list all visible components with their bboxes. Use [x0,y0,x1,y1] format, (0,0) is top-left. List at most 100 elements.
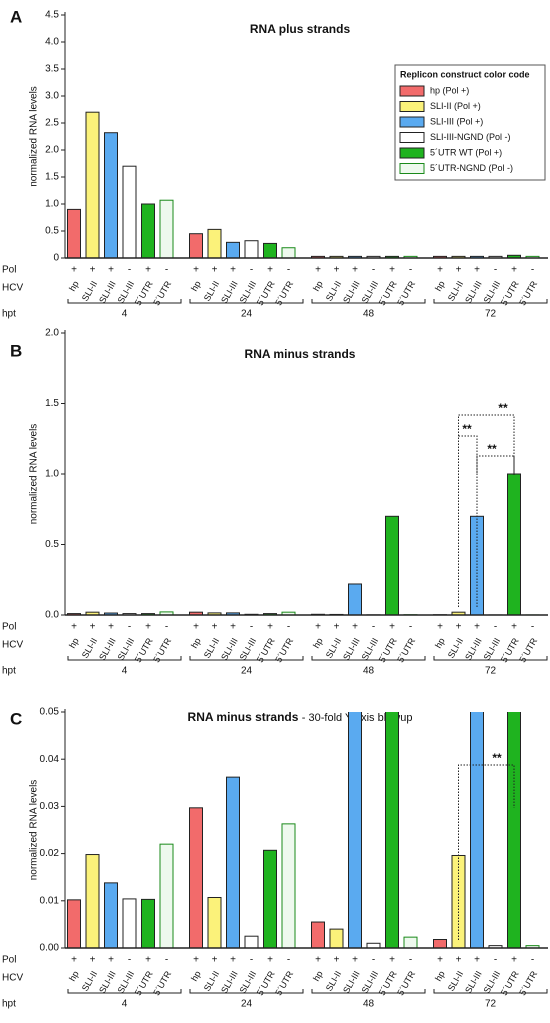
significance-label: ** [462,422,472,436]
legend-label: 5´UTR WT (Pol +) [430,147,502,157]
pol-label: + [511,622,517,633]
pol-label: - [128,955,131,966]
hcv-label: SLI-III [219,636,240,662]
y-tick-label: 2.5 [45,118,59,129]
pol-label: + [71,955,77,966]
pol-label: + [352,265,358,276]
row-title: Pol [2,955,16,966]
pol-label: + [230,955,236,966]
y-tick-label: 0.03 [40,801,60,812]
legend-label: SLI-III (Pol +) [430,116,483,126]
pol-label: + [437,622,443,633]
group-label: 4 [122,666,128,677]
hcv-label: SLI-III [97,969,118,995]
pol-label: + [71,622,77,633]
hcv-label: hp [67,279,81,293]
legend-swatch [399,101,425,112]
group-label: 48 [363,999,375,1010]
hcv-label: SLI-II [324,636,343,660]
bar [226,776,240,949]
hcv-label: SLI-III [463,636,484,662]
bar [207,228,222,259]
hcv-label: hp [311,969,325,983]
group-label: 4 [122,999,128,1010]
bar [329,928,344,949]
pol-label: - [250,955,253,966]
pol-label: - [494,955,497,966]
pol-label: + [511,955,517,966]
pol-label: - [531,265,534,276]
bar [311,921,325,949]
legend-swatch [399,85,425,97]
pol-label: - [531,622,534,633]
title-text: RNA minus strands [245,347,356,361]
hcv-label: SLI-II [202,969,221,993]
hcv-label: SLI-III [97,636,118,662]
y-tick-label: 3.0 [45,91,59,102]
pol-label: + [389,265,395,276]
bar [226,241,240,259]
bar [244,240,259,259]
pol-label: + [334,622,340,633]
pol-label: - [250,265,253,276]
y-tick-label: 1.5 [45,398,59,409]
y-axis-label: normalized RNA levels [29,424,40,525]
y-tick-label: 0.04 [40,754,60,765]
pol-label: + [352,955,358,966]
hcv-label: SLI-II [80,969,99,993]
group-label: 24 [241,999,253,1010]
bar [244,935,259,949]
row-title: hpt [2,666,16,677]
group-label: 72 [485,309,497,320]
y-axis-label: normalized RNA levels [29,780,40,881]
pol-label: + [474,622,480,633]
hcv-label: hp [433,969,447,983]
bar [281,823,296,949]
pol-label: + [456,622,462,633]
chart-title: RNA minus strands - 30-fold Y-axis blowu… [188,710,413,724]
hcv-label: SLI-II [80,279,99,303]
legend-swatch [399,147,425,159]
y-tick-label: 2.0 [45,328,59,339]
group-bracket [311,989,426,994]
group-bracket [311,656,426,661]
pol-label: + [267,955,273,966]
group-bracket [433,299,548,304]
row-title: Pol [2,622,16,633]
pol-label: + [474,265,480,276]
bar [451,854,466,949]
hcv-label: SLI-II [446,279,465,303]
y-tick-label: 3.5 [45,64,59,75]
hcv-label: SLI-II [324,279,343,303]
bar [85,111,100,259]
pol-label: + [193,955,199,966]
bar [433,939,447,949]
pol-label: + [212,955,218,966]
hcv-label: SLI-II [80,636,99,660]
pol-label: - [165,955,168,966]
row-title: HCV [2,283,23,294]
pol-label: - [128,622,131,633]
hcv-label: SLI-II [202,636,221,660]
pol-label: + [267,265,273,276]
pol-label: + [90,622,96,633]
y-tick-label: 0.00 [40,943,60,954]
y-tick-label: 0.02 [40,848,60,859]
pol-label: + [145,955,151,966]
pol-label: + [511,265,517,276]
significance-label: ** [492,751,502,765]
hcv-label: hp [433,279,447,293]
legend-title: Replicon construct color code [400,69,530,79]
pol-label: + [71,265,77,276]
group-label: 24 [241,309,253,320]
pol-label: + [437,265,443,276]
y-tick-label: 4.0 [45,37,59,48]
hcv-label: hp [433,636,447,650]
row-title: HCV [2,973,23,984]
group-label: 24 [241,666,253,677]
bar [67,899,81,949]
bar [385,515,399,616]
hcv-label: SLI-III [463,969,484,995]
group-label: 48 [363,309,375,320]
hcv-label: SLI-II [446,969,465,993]
